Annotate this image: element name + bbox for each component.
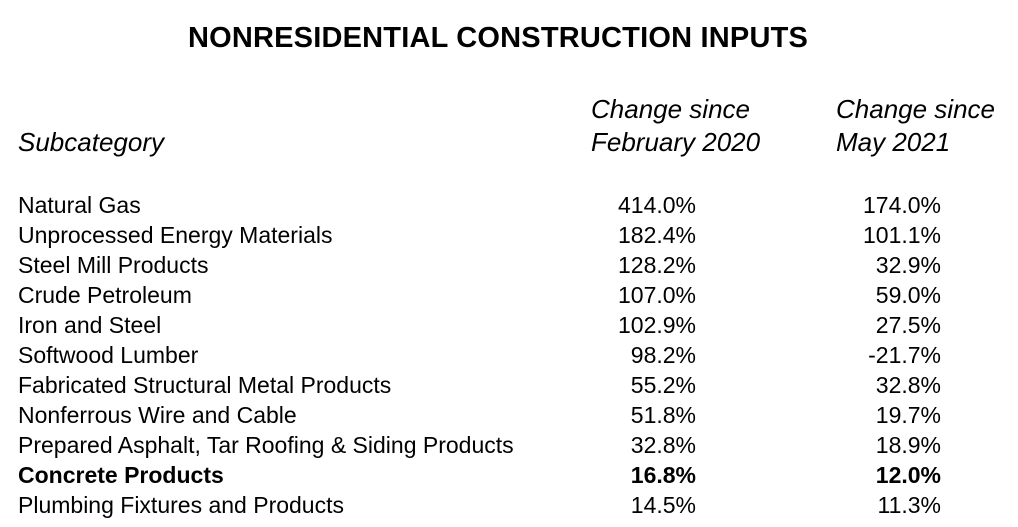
- subcategory-cell: Concrete Products: [18, 462, 224, 488]
- table-row: Natural Gas 414.0% 174.0%: [0, 190, 1018, 220]
- data-table: Natural Gas 414.0% 174.0% Unprocessed En…: [0, 190, 1018, 520]
- may2021-header-line1: Change since: [836, 94, 995, 124]
- may2021-change-cell: -21.7%: [868, 342, 941, 368]
- subcategory-cell: Plumbing Fixtures and Products: [18, 492, 344, 518]
- subcategory-column-header: Subcategory: [18, 127, 164, 157]
- may2021-change-cell: 27.5%: [875, 312, 941, 338]
- table-row: Fabricated Structural Metal Products 55.…: [0, 370, 1018, 400]
- table-row: Crude Petroleum 107.0% 59.0%: [0, 280, 1018, 310]
- feb2020-change-cell: 55.2%: [630, 372, 696, 398]
- feb2020-change-cell: 98.2%: [630, 342, 696, 368]
- subcategory-cell: Softwood Lumber: [18, 342, 199, 368]
- table-row: Plumbing Fixtures and Products 14.5% 11.…: [0, 490, 1018, 520]
- subcategory-cell: Prepared Asphalt, Tar Roofing & Siding P…: [18, 432, 514, 458]
- feb2020-header-line1: Change since: [591, 94, 750, 124]
- may2021-change-cell: 59.0%: [875, 282, 941, 308]
- feb2020-change-cell: 16.8%: [630, 462, 696, 488]
- feb2020-change-cell: 107.0%: [617, 282, 696, 308]
- subcategory-cell: Iron and Steel: [18, 312, 162, 338]
- may2021-change-cell: 101.1%: [862, 222, 941, 248]
- page-title: NONRESIDENTIAL CONSTRUCTION INPUTS: [187, 22, 809, 54]
- table-row: Steel Mill Products 128.2% 32.9%: [0, 250, 1018, 280]
- subcategory-cell: Steel Mill Products: [18, 252, 209, 278]
- table-row: Nonferrous Wire and Cable 51.8% 19.7%: [0, 400, 1018, 430]
- feb2020-column-header: Change since February 2020: [591, 93, 760, 159]
- feb2020-header-line2: February 2020: [591, 127, 761, 157]
- table-row: Prepared Asphalt, Tar Roofing & Siding P…: [0, 430, 1018, 460]
- may2021-column-header: Change since May 2021: [836, 93, 995, 159]
- may2021-change-cell: 11.3%: [877, 492, 941, 518]
- feb2020-change-cell: 14.5%: [630, 492, 696, 518]
- may2021-change-cell: 32.8%: [875, 372, 941, 398]
- table-row: Unprocessed Energy Materials 182.4% 101.…: [0, 220, 1018, 250]
- may2021-header-line2: May 2021: [836, 127, 951, 157]
- may2021-change-cell: 32.9%: [875, 252, 941, 278]
- table-row: Concrete Products 16.8% 12.0%: [0, 460, 1018, 490]
- subcategory-cell: Crude Petroleum: [18, 282, 192, 308]
- feb2020-change-cell: 182.4%: [617, 222, 696, 248]
- subcategory-cell: Natural Gas: [18, 192, 141, 218]
- table-row: Softwood Lumber 98.2% -21.7%: [0, 340, 1018, 370]
- may2021-change-cell: 174.0%: [862, 192, 941, 218]
- feb2020-change-cell: 32.8%: [630, 432, 696, 458]
- may2021-change-cell: 19.7%: [875, 402, 941, 428]
- may2021-change-cell: 12.0%: [875, 462, 941, 488]
- subcategory-cell: Nonferrous Wire and Cable: [18, 402, 297, 428]
- subcategory-cell: Fabricated Structural Metal Products: [18, 372, 392, 398]
- subcategory-cell: Unprocessed Energy Materials: [18, 222, 333, 248]
- feb2020-change-cell: 51.8%: [630, 402, 696, 428]
- may2021-change-cell: 18.9%: [875, 432, 941, 458]
- feb2020-change-cell: 102.9%: [617, 312, 696, 338]
- feb2020-change-cell: 128.2%: [617, 252, 696, 278]
- table-row: Iron and Steel 102.9% 27.5%: [0, 310, 1018, 340]
- feb2020-change-cell: 414.0%: [617, 192, 696, 218]
